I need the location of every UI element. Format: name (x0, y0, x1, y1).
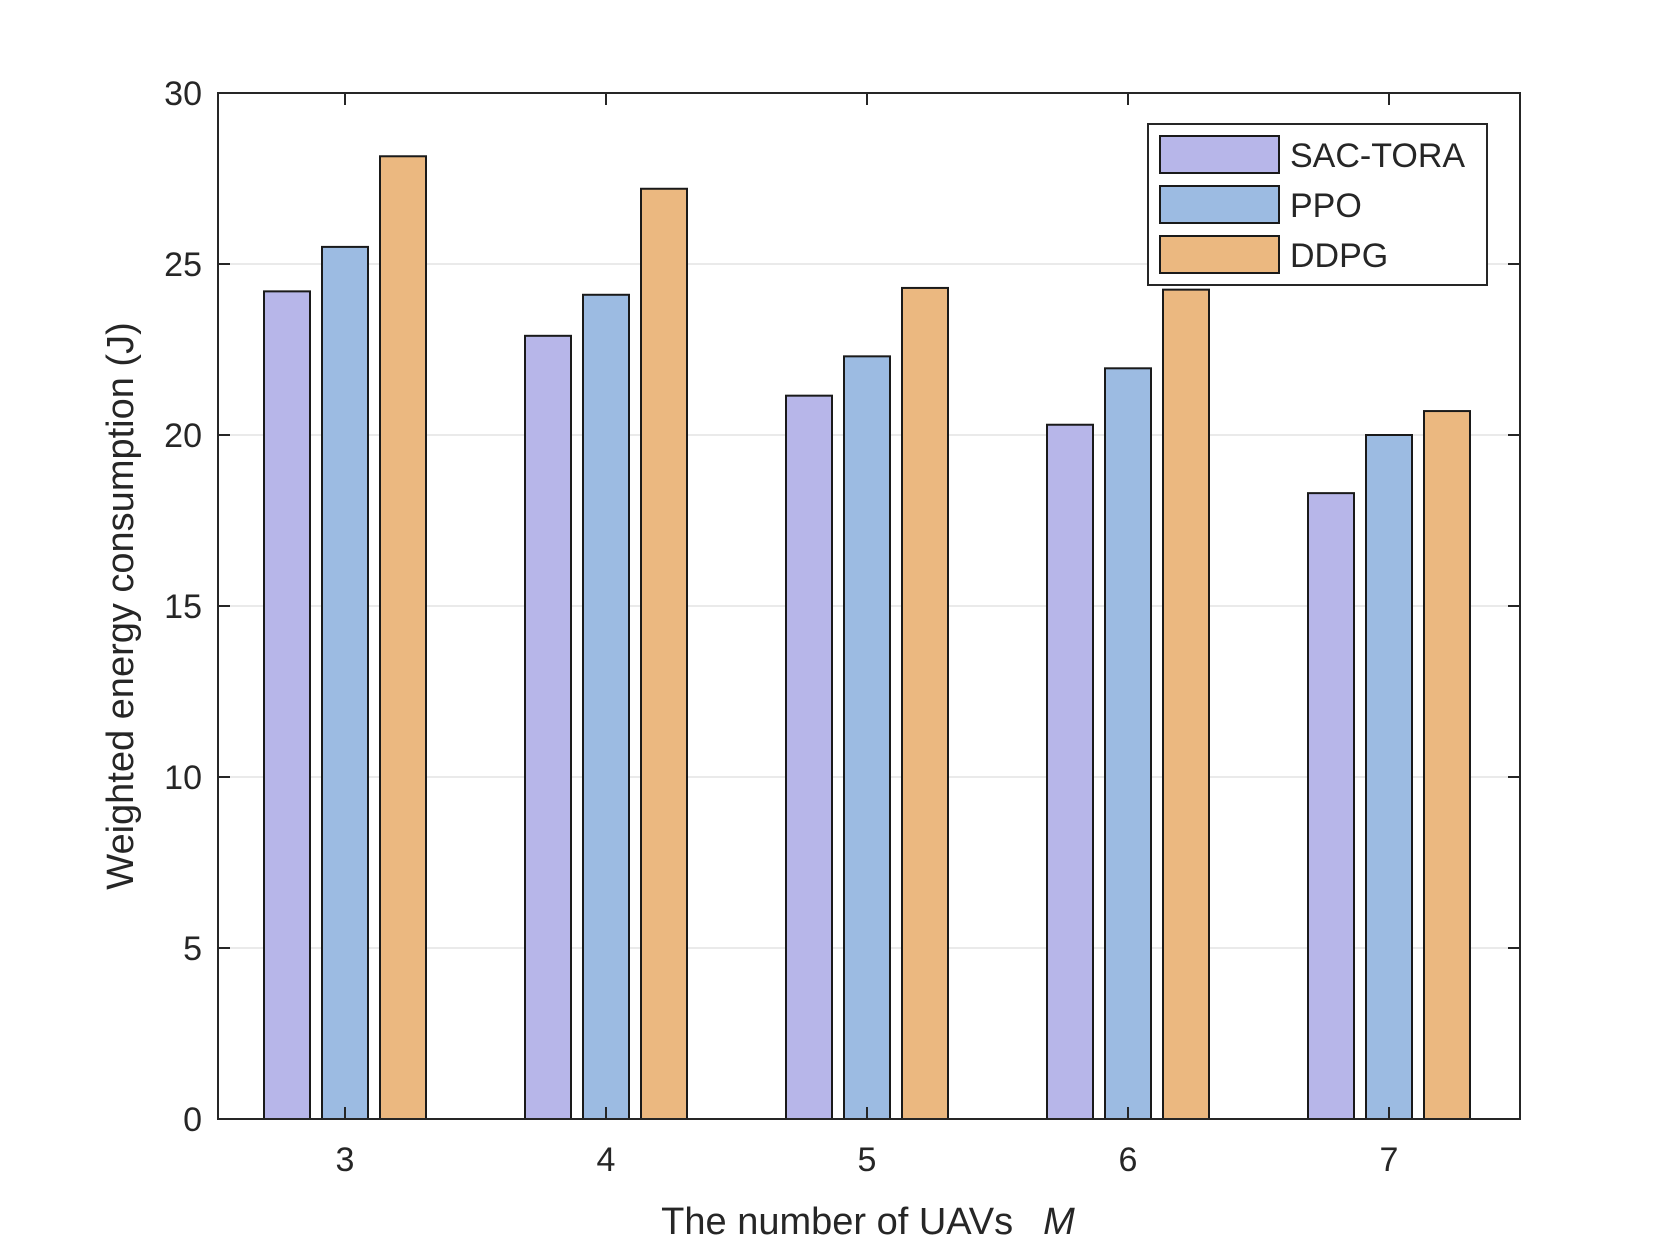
y-tick-label: 10 (164, 759, 202, 797)
y-axis-label: Weighted energy consumption (J) (100, 322, 142, 889)
bar-sac-tora-7 (1307, 492, 1355, 1120)
x-axis-label: The number of UAVs M (661, 1201, 1075, 1243)
x-axis-label-text: The number of UAVs (661, 1201, 1013, 1243)
bar-ppo-3 (321, 245, 369, 1120)
bar-ppo-6 (1104, 367, 1152, 1120)
y-axis-tick-labels: 0 5 10 15 20 25 30 (164, 75, 202, 1139)
bar-ddpg-4 (640, 187, 688, 1120)
x-tick-label: 5 (858, 1141, 877, 1179)
x-axis-tick-labels: 3 4 5 6 7 (336, 1141, 1399, 1179)
y-tick-label: 15 (164, 588, 202, 626)
y-tick-label: 0 (183, 1101, 202, 1139)
y-tick-label: 5 (183, 930, 202, 968)
x-tick-label: 3 (336, 1141, 355, 1179)
legend-label-ddpg: DDPG (1290, 237, 1388, 275)
bar-ppo-5 (843, 355, 891, 1120)
legend-swatch-sac-tora (1159, 135, 1280, 174)
bar-ddpg-5 (901, 286, 949, 1120)
bar-ddpg-3 (379, 155, 427, 1120)
x-tick-label: 4 (597, 1141, 616, 1179)
bar-sac-tora-6 (1046, 423, 1094, 1120)
bar-sac-tora-3 (263, 290, 311, 1120)
legend-label-ppo: PPO (1290, 187, 1362, 225)
x-tick-label: 6 (1119, 1141, 1138, 1179)
bar-ppo-4 (582, 293, 630, 1120)
bars (263, 155, 1471, 1121)
x-axis-label-variable: M (1043, 1201, 1075, 1243)
legend: SAC-TORA PPO DDPG (1147, 123, 1488, 286)
axis-ticks (218, 92, 1520, 1120)
legend-label-sac-tora: SAC-TORA (1290, 137, 1465, 175)
y-tick-label: 25 (164, 246, 202, 284)
legend-swatch-ddpg (1159, 235, 1280, 274)
x-tick-label: 7 (1380, 1141, 1399, 1179)
bar-ddpg-7 (1423, 410, 1471, 1120)
bar-sac-tora-5 (785, 394, 833, 1121)
y-tick-label: 30 (164, 75, 202, 113)
bar-ppo-7 (1365, 434, 1413, 1120)
bar-ddpg-6 (1162, 288, 1210, 1120)
legend-swatch-ppo (1159, 185, 1280, 224)
bar-sac-tora-4 (524, 334, 572, 1120)
y-tick-label: 20 (164, 417, 202, 455)
